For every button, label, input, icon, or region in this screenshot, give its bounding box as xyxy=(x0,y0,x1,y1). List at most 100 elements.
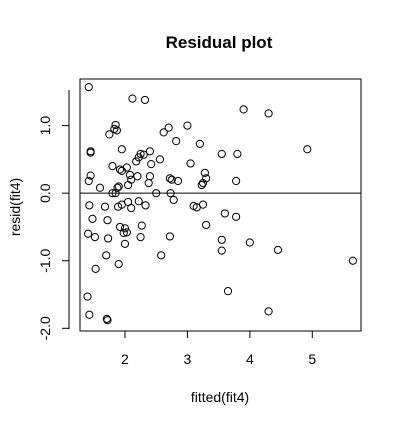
data-point xyxy=(145,172,155,181)
x-tick-label: 5 xyxy=(308,351,316,367)
data-point xyxy=(264,307,273,316)
data-point xyxy=(183,121,192,130)
data-point xyxy=(173,176,183,186)
data-point xyxy=(144,178,153,188)
data-point xyxy=(136,149,145,159)
data-point xyxy=(217,149,226,159)
y-axis-label: resid(fit4) xyxy=(7,178,23,236)
data-point xyxy=(85,310,94,319)
data-point xyxy=(217,246,226,255)
data-point xyxy=(167,175,176,184)
data-point xyxy=(239,105,248,114)
data-point xyxy=(114,182,123,191)
y-tick-label: 1.0 xyxy=(37,116,53,136)
data-point xyxy=(348,256,357,265)
data-point xyxy=(273,245,283,255)
data-point xyxy=(157,251,166,260)
data-point xyxy=(245,238,254,247)
data-point xyxy=(91,264,100,273)
chart-title: Residual plot xyxy=(166,33,273,52)
data-point xyxy=(197,180,206,190)
data-point xyxy=(164,123,173,132)
data-point xyxy=(120,239,130,248)
data-point xyxy=(128,94,137,103)
data-point xyxy=(134,197,143,206)
data-point xyxy=(122,163,131,172)
data-point xyxy=(119,228,128,238)
data-point xyxy=(186,159,195,168)
data-point xyxy=(123,180,133,190)
data-point xyxy=(102,251,111,260)
data-point xyxy=(84,229,93,238)
data-point xyxy=(133,172,142,181)
data-point xyxy=(159,128,168,137)
y-tick-label: -1.0 xyxy=(37,248,53,272)
residual-points xyxy=(83,83,357,325)
plot-frame xyxy=(79,78,362,332)
data-point xyxy=(136,232,145,242)
data-point xyxy=(86,171,95,180)
x-axis-label: fitted(fit4) xyxy=(191,389,249,405)
data-point xyxy=(127,203,136,213)
data-point xyxy=(85,201,94,210)
data-point xyxy=(165,232,175,241)
data-point xyxy=(169,195,178,205)
data-point xyxy=(217,235,226,244)
data-point xyxy=(122,228,131,237)
data-point xyxy=(100,202,110,211)
data-point xyxy=(132,157,141,166)
data-point xyxy=(84,83,93,92)
data-point xyxy=(220,209,229,218)
data-point xyxy=(95,183,105,192)
data-point xyxy=(145,147,155,156)
data-point xyxy=(104,234,113,243)
data-point xyxy=(141,201,150,210)
data-point xyxy=(166,189,175,198)
x-tick-label: 4 xyxy=(246,351,254,367)
x-axis-ticks: 2 3 4 5 xyxy=(121,331,316,367)
data-point xyxy=(303,145,312,154)
data-point xyxy=(147,160,156,169)
data-point xyxy=(155,155,165,164)
data-point xyxy=(112,126,121,135)
x-tick-label: 2 xyxy=(121,351,129,367)
data-point xyxy=(108,162,117,171)
data-point xyxy=(103,316,112,325)
data-point xyxy=(232,176,241,186)
data-point xyxy=(113,183,122,192)
y-tick-label: 0.0 xyxy=(37,183,53,203)
data-point xyxy=(223,287,233,296)
y-axis-ticks: -2.0 -1.0 0.0 1.0 xyxy=(37,116,69,340)
data-point xyxy=(125,170,135,180)
data-point xyxy=(195,139,204,148)
data-point xyxy=(108,189,117,198)
data-point xyxy=(83,292,92,301)
data-point xyxy=(137,221,146,230)
data-point xyxy=(232,212,241,221)
data-point xyxy=(264,109,273,118)
data-point xyxy=(202,174,211,183)
data-point xyxy=(233,149,242,159)
data-point xyxy=(114,260,123,269)
data-point xyxy=(84,176,93,186)
data-point xyxy=(90,232,100,242)
y-tick-label: -2.0 xyxy=(37,316,53,340)
data-point xyxy=(172,137,181,146)
data-point xyxy=(88,214,97,223)
data-point xyxy=(152,189,161,198)
data-point xyxy=(86,148,95,157)
data-point xyxy=(140,95,150,105)
data-point xyxy=(139,150,148,159)
data-point xyxy=(202,220,211,230)
data-point xyxy=(117,145,126,154)
data-point xyxy=(111,120,120,130)
data-point xyxy=(115,222,125,232)
data-point xyxy=(117,166,126,175)
data-point xyxy=(120,224,130,233)
data-point xyxy=(200,168,209,178)
data-point xyxy=(165,174,175,183)
data-point xyxy=(127,175,136,184)
data-point xyxy=(198,200,208,209)
